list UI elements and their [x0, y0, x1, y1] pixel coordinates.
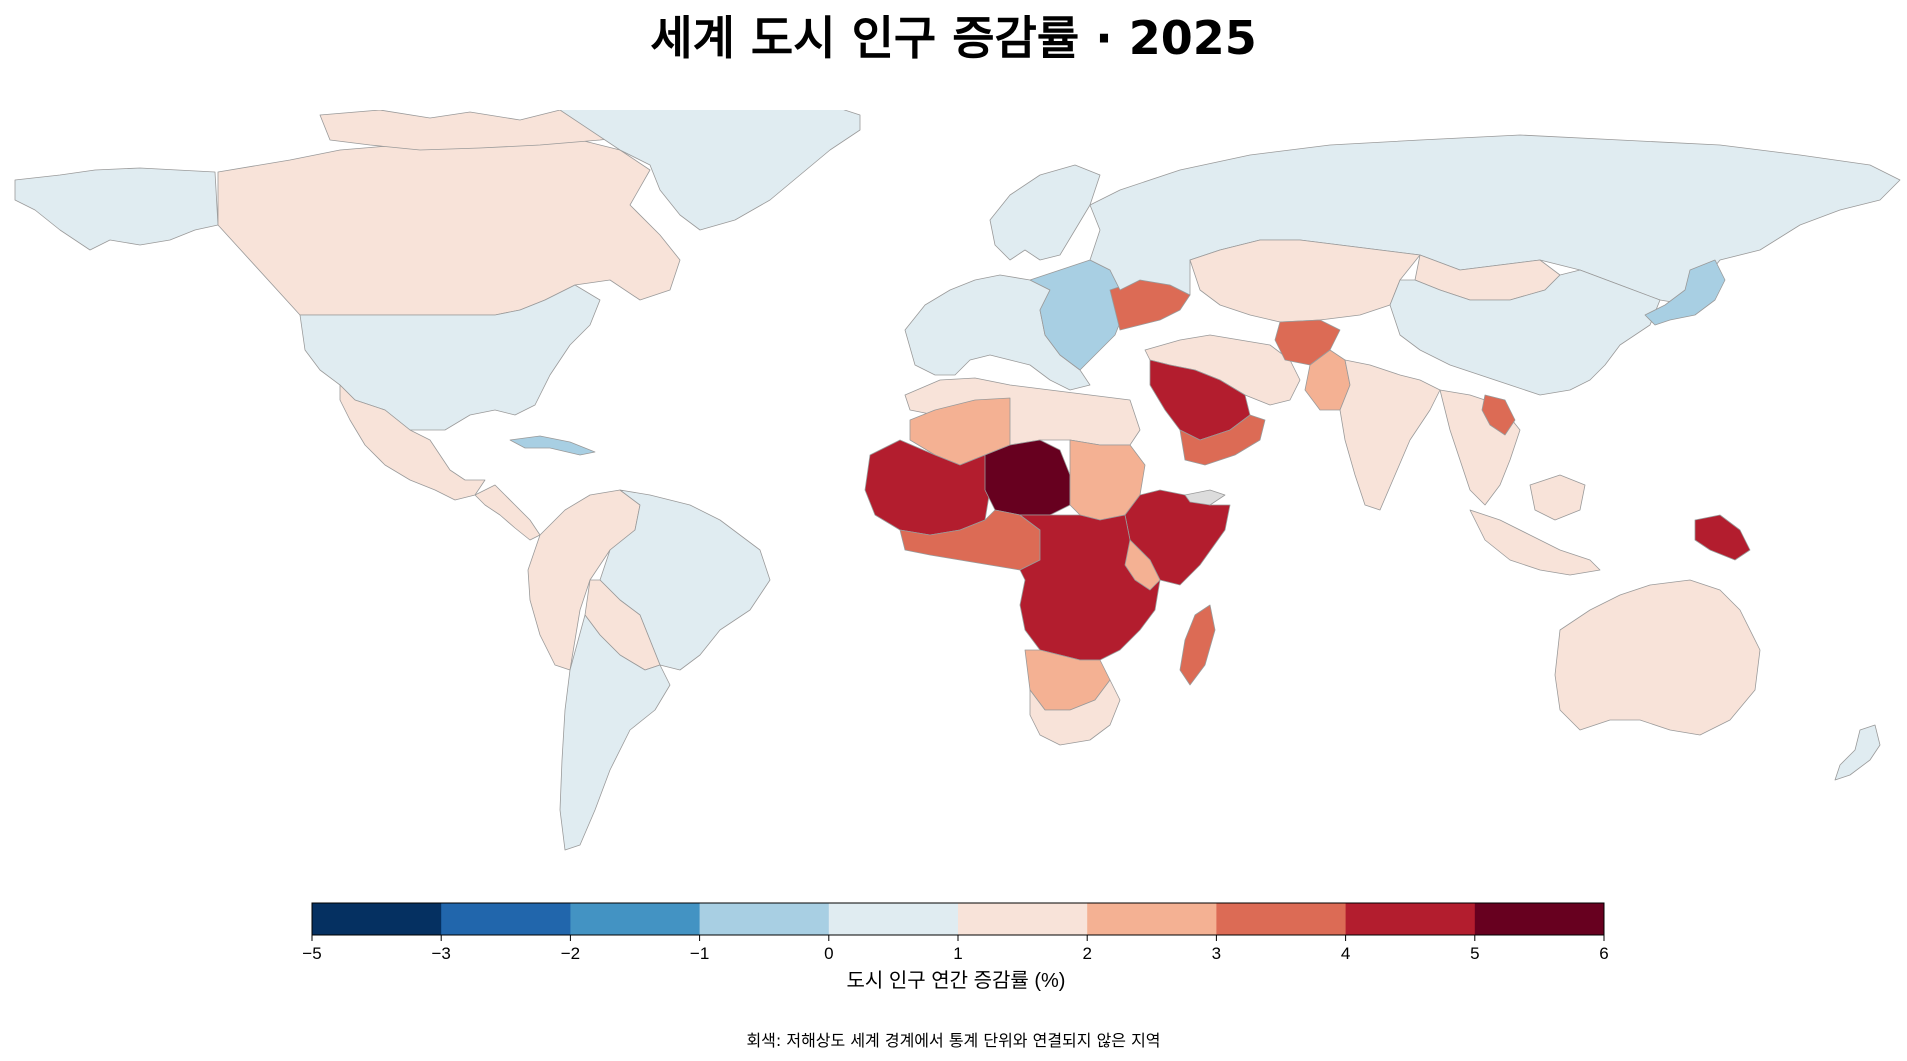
- colorbar-bin: [1087, 903, 1217, 935]
- region-australia[interactable]: [1554, 579, 1761, 736]
- region-papua-new-guinea[interactable]: [1694, 514, 1751, 561]
- region-brazil[interactable]: [599, 489, 771, 671]
- region-laos[interactable]: [1481, 394, 1516, 436]
- region-greenland[interactable]: [559, 110, 861, 231]
- region-western-europe[interactable]: [904, 274, 1091, 391]
- region-kazakhstan-central-asia[interactable]: [1189, 239, 1421, 323]
- colorbar-tick-label: −1: [690, 944, 709, 963]
- colorbar-bin: [312, 903, 442, 935]
- region-mexico[interactable]: [339, 384, 486, 501]
- colorbar: −5 −3 −2 −1 0 1 2 3 4 5 6 도시 인구 연간 증감률 (%): [0, 895, 1907, 1005]
- region-canada[interactable]: [217, 129, 681, 316]
- region-somaliland[interactable]: [1184, 489, 1226, 506]
- colorbar-tick-label: 4: [1341, 944, 1350, 963]
- region-yemen-oman[interactable]: [1179, 414, 1266, 466]
- region-east-africa[interactable]: [1124, 539, 1161, 591]
- colorbar-tick-label: 3: [1212, 944, 1221, 963]
- world-map-svg: [14, 110, 1901, 851]
- colorbar-tick-label: −3: [432, 944, 451, 963]
- region-japan[interactable]: [1644, 259, 1726, 326]
- colorbar-tick-label: 6: [1599, 944, 1608, 963]
- region-central-africa[interactable]: [1019, 514, 1161, 661]
- world-map: [0, 110, 1907, 860]
- colorbar-bin: [1345, 903, 1476, 935]
- colorbar-bin: [958, 903, 1088, 935]
- region-indonesia[interactable]: [1469, 509, 1601, 576]
- colorbar-svg: −5 −3 −2 −1 0 1 2 3 4 5 6 도시 인구 연간 증감률 (%): [302, 902, 1609, 992]
- region-south-africa[interactable]: [1029, 679, 1121, 746]
- region-south-america-west[interactable]: [527, 489, 641, 671]
- region-southern-cone[interactable]: [559, 614, 671, 851]
- colorbar-tick-label: 5: [1470, 944, 1479, 963]
- region-alaska[interactable]: [14, 167, 219, 251]
- colorbar-tick-label: 0: [824, 944, 833, 963]
- region-scandinavia[interactable]: [989, 164, 1101, 261]
- colorbar-label: 도시 인구 연간 증감률 (%): [847, 969, 1066, 992]
- colorbar-tick-label: 1: [953, 944, 962, 963]
- map-caption: 회색: 저해상도 세계 경계에서 통계 단위와 연결되지 않은 지역: [746, 1031, 1161, 1050]
- colorbar-bin: [1474, 903, 1605, 935]
- region-india[interactable]: [1339, 359, 1441, 511]
- colorbar-bin: [1216, 903, 1347, 935]
- page-title: 세계 도시 인구 증감률 · 2025: [650, 11, 1257, 65]
- region-new-zealand[interactable]: [1834, 724, 1881, 781]
- colorbar-tick-label: −2: [561, 944, 580, 963]
- colorbar-bin: [441, 903, 571, 935]
- colorbar-tick-label: 2: [1082, 944, 1091, 963]
- region-china[interactable]: [1389, 269, 1661, 396]
- region-cuba[interactable]: [509, 435, 596, 456]
- colorbar-bin: [828, 903, 959, 935]
- colorbar-bin: [699, 903, 830, 935]
- colorbar-tick-label: −5: [302, 944, 321, 963]
- region-madagascar[interactable]: [1179, 604, 1216, 686]
- region-borneo[interactable]: [1529, 474, 1586, 521]
- colorbar-bin: [570, 903, 701, 935]
- region-niger-chad[interactable]: [984, 439, 1071, 516]
- region-central-america[interactable]: [474, 484, 541, 541]
